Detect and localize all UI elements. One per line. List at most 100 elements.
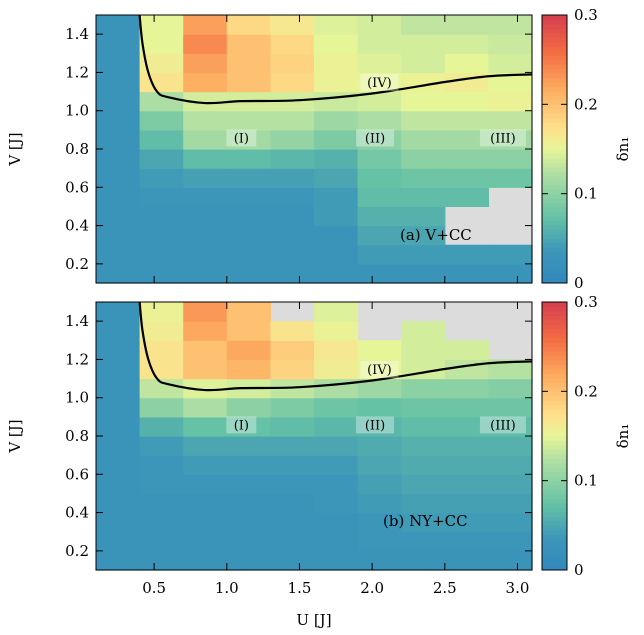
heatmap-cell bbox=[96, 493, 141, 514]
heatmap-cell bbox=[488, 493, 533, 514]
colorbar-segment bbox=[542, 346, 567, 352]
region-label: (IV) bbox=[367, 363, 392, 378]
heatmap-cell bbox=[314, 34, 359, 54]
heatmap-cell bbox=[226, 34, 271, 54]
colorbar-segment bbox=[542, 328, 567, 334]
colorbar-segment bbox=[542, 493, 567, 500]
heatmap-cell bbox=[183, 550, 228, 571]
colorbar-segment bbox=[542, 81, 567, 87]
heatmap-cell bbox=[139, 168, 184, 188]
heatmap-cells bbox=[96, 302, 533, 571]
heatmap-cell bbox=[488, 455, 533, 475]
colorbar-segment bbox=[542, 112, 567, 119]
heatmap-cell bbox=[314, 302, 359, 322]
colorbar-segment bbox=[542, 251, 567, 257]
heatmap-cell bbox=[444, 512, 489, 533]
heatmap-cell bbox=[226, 168, 271, 188]
heatmap-cell bbox=[139, 474, 184, 495]
y-tick-label: 1.4 bbox=[65, 25, 89, 43]
heatmap-cell bbox=[139, 72, 184, 93]
heatmap-cell bbox=[96, 244, 141, 265]
heatmap-cell bbox=[488, 15, 533, 35]
colorbar-label: δn₁ bbox=[614, 137, 632, 162]
colorbar-segment bbox=[542, 202, 567, 208]
x-tick-label: 2.0 bbox=[360, 579, 384, 597]
heatmap-cell bbox=[226, 53, 271, 74]
heatmap-cell bbox=[226, 302, 271, 322]
heatmap-cell bbox=[401, 550, 446, 571]
region-label-box bbox=[479, 129, 526, 147]
heatmap-cell bbox=[357, 129, 402, 150]
heatmap-cell bbox=[226, 531, 271, 552]
region-label: (III) bbox=[490, 131, 516, 146]
y-tick-label: 1.4 bbox=[65, 312, 89, 330]
colorbar-segment bbox=[542, 14, 567, 20]
heatmap-cell bbox=[357, 110, 402, 131]
region-label-box bbox=[356, 416, 395, 434]
heatmap-cell bbox=[226, 129, 271, 150]
colorbar-segment bbox=[542, 77, 567, 83]
heatmap-cell bbox=[488, 378, 533, 399]
x-tick-label: 1.5 bbox=[288, 579, 312, 597]
colorbar-segment bbox=[542, 515, 567, 522]
heatmap-cell bbox=[139, 244, 184, 265]
heatmap-cell bbox=[139, 263, 184, 284]
heatmap-cell bbox=[226, 15, 271, 35]
region-label-box bbox=[226, 129, 257, 147]
colorbar-segment bbox=[542, 364, 567, 370]
heatmap-cell bbox=[401, 110, 446, 131]
heatmap-cell bbox=[488, 436, 533, 456]
heatmap-cell bbox=[270, 474, 315, 495]
colorbar-segment bbox=[542, 228, 567, 235]
heatmap-cell bbox=[226, 436, 271, 456]
heatmap-cell bbox=[488, 72, 533, 93]
heatmap-cell bbox=[96, 206, 141, 227]
colorbar-segment bbox=[542, 368, 567, 374]
heatmap-cell bbox=[183, 340, 228, 361]
colorbar-segment bbox=[542, 337, 567, 343]
heatmap-cell bbox=[226, 149, 271, 169]
heatmap-cell bbox=[314, 455, 359, 475]
colorbar-segment bbox=[542, 417, 567, 424]
colorbar-segment bbox=[542, 148, 567, 154]
heatmap-cell bbox=[139, 321, 184, 341]
heatmap-cell bbox=[401, 378, 446, 399]
heatmap-cell bbox=[444, 34, 489, 54]
heatmap-cell bbox=[226, 225, 271, 246]
colorbar-tick-label: 0.3 bbox=[574, 6, 598, 24]
colorbar-segment bbox=[542, 448, 567, 455]
heatmap-cell bbox=[183, 263, 228, 284]
heatmap-cell bbox=[444, 378, 489, 399]
heatmap-cell bbox=[401, 263, 446, 284]
heatmap-cell bbox=[226, 416, 271, 437]
colorbar-segment bbox=[542, 471, 567, 477]
heatmap-cell bbox=[183, 206, 228, 227]
y-tick-label: 0.8 bbox=[65, 427, 89, 445]
colorbar-segment bbox=[542, 547, 567, 553]
heatmap-cell bbox=[401, 129, 446, 150]
heatmap-cell bbox=[270, 340, 315, 361]
x-tick-label: 2.5 bbox=[433, 579, 457, 597]
heatmap-cell bbox=[444, 359, 489, 380]
heatmap-cell bbox=[96, 149, 141, 169]
heatmap-cell bbox=[357, 493, 402, 514]
colorbar-frame bbox=[541, 301, 568, 571]
heatmap-cell bbox=[183, 110, 228, 131]
heatmap-cell bbox=[401, 225, 446, 246]
heatmap-cell bbox=[314, 512, 359, 533]
heatmap-cell bbox=[226, 244, 271, 265]
heatmap-cell bbox=[139, 34, 184, 54]
heatmap-cell bbox=[96, 550, 141, 571]
heatmap-cell bbox=[96, 187, 141, 208]
heatmap-cell bbox=[139, 550, 184, 571]
y-tick-label: 0.6 bbox=[65, 465, 89, 483]
heatmap-cell bbox=[270, 550, 315, 571]
heatmap-cell bbox=[270, 72, 315, 93]
heatmap-cell bbox=[139, 225, 184, 246]
colorbar-tick-label: 0 bbox=[574, 561, 584, 579]
heatmap-cell bbox=[444, 493, 489, 514]
colorbar-segment bbox=[542, 355, 567, 361]
heatmap-cell bbox=[357, 72, 402, 93]
heatmap-cell bbox=[357, 512, 402, 533]
colorbar-segment bbox=[542, 565, 567, 571]
